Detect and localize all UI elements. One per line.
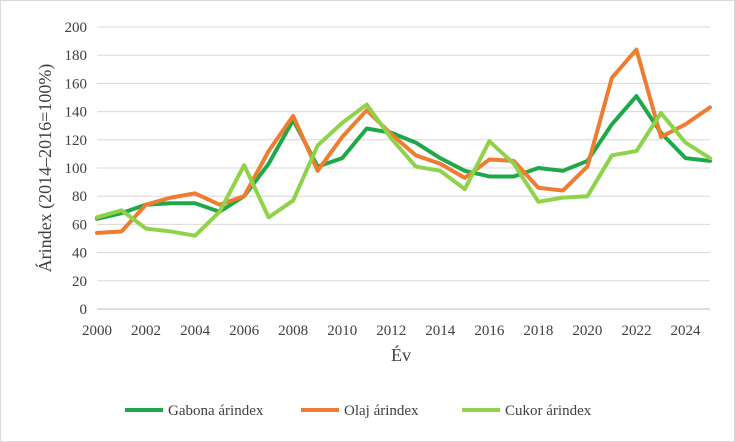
x-tick-label: 2014 <box>425 323 456 339</box>
x-tick-label: 2022 <box>621 323 651 339</box>
x-tick-label: 2006 <box>229 323 260 339</box>
series-line-1 <box>95 94 712 221</box>
x-tick-label: 2012 <box>376 323 406 339</box>
y-tick-label: 60 <box>72 217 87 233</box>
series-line-2 <box>95 47 712 235</box>
y-tick-label: 180 <box>65 48 88 64</box>
y-tick-label: 80 <box>72 189 87 205</box>
series-line-3 <box>95 102 712 238</box>
y-tick-label: 20 <box>72 274 87 290</box>
legend-item-1: Gabona árindex <box>125 403 264 419</box>
series-lines <box>95 47 712 238</box>
gridlines <box>97 26 710 310</box>
y-tick-label: 100 <box>65 161 88 177</box>
x-tick-label: 2004 <box>180 323 211 339</box>
x-tick-label: 2016 <box>474 323 505 339</box>
x-tick-label: 2020 <box>572 323 602 339</box>
legend-item-3: Cukor árindex <box>462 403 592 419</box>
y-tick-label: 40 <box>72 246 87 262</box>
legend-item-2: Olaj árindex <box>301 403 419 419</box>
x-tick-label: 2002 <box>131 323 161 339</box>
y-axis-ticks: 0 20 40 60 80 100 120 140 160 180 200 <box>65 20 88 318</box>
y-tick-label: 120 <box>65 133 88 149</box>
x-tick-label: 2000 <box>82 323 112 339</box>
y-tick-label: 140 <box>65 105 88 121</box>
x-tick-label: 2018 <box>523 323 553 339</box>
x-axis-ticks: 2000 2002 2004 2006 2008 2010 2012 2014 2016 2018… <box>82 323 701 339</box>
legend: Gabona árindex Olaj árindex Cukor árindex <box>125 403 592 419</box>
legend-label: Cukor árindex <box>505 403 592 419</box>
legend-label: Olaj árindex <box>344 403 419 419</box>
y-tick-label: 0 <box>80 302 88 318</box>
x-tick-label: 2010 <box>327 323 357 339</box>
y-axis-title: Árindex (2014–2016=100%) <box>34 64 56 273</box>
legend-label: Gabona árindex <box>168 403 264 419</box>
y-tick-label: 160 <box>65 76 88 92</box>
x-axis-title: Év <box>391 344 411 365</box>
x-tick-label: 2024 <box>670 323 701 339</box>
y-tick-label: 200 <box>65 20 88 36</box>
x-tick-label: 2008 <box>278 323 308 339</box>
